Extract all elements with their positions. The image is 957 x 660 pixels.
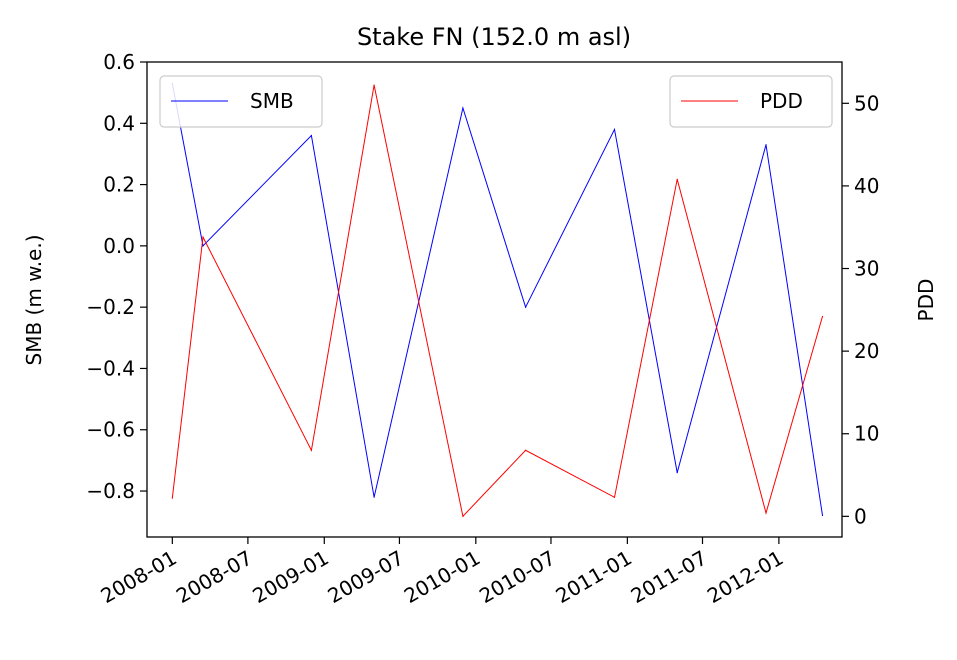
data-point-pdd (310, 449, 313, 451)
data-point-pdd (202, 236, 204, 238)
data-point-pdd (462, 515, 464, 517)
chart-title: Stake FN (152.0 m asl) (357, 23, 631, 51)
legend-pdd: PDD (669, 75, 833, 128)
y2-tick-label: 40 (854, 174, 879, 198)
legend-label-pdd: PDD (760, 89, 803, 113)
y-tick-label: −0.8 (86, 479, 135, 503)
data-point-pdd (765, 512, 767, 514)
y2-tick-label: 10 (854, 422, 879, 446)
legend-smb: SMB (159, 75, 323, 128)
data-point-pdd (373, 84, 375, 86)
data-point-pdd (821, 315, 824, 318)
data-point-pdd (171, 497, 173, 499)
plot-area (171, 82, 824, 518)
y2-tick-label: 0 (854, 504, 867, 528)
legend-box (669, 75, 833, 128)
data-point-pdd (525, 449, 527, 451)
plot-frame (146, 61, 843, 538)
y-axis-left: 0.6 0.4 0.2 0.0 −0.2 −0.4 −0.6 −0.8 (86, 50, 147, 503)
data-point-pdd (613, 496, 616, 498)
y-tick-label: 0.2 (103, 173, 135, 197)
data-point-smb (525, 306, 527, 308)
series-line-smb (171, 83, 823, 516)
legend-box (159, 75, 323, 128)
y-axis-right: 0 10 20 30 40 50 (842, 91, 879, 528)
y2-tick-label: 30 (854, 257, 879, 281)
y-tick-label: −0.6 (86, 418, 135, 442)
y-tick-label: 0.6 (103, 50, 135, 74)
data-point-smb (821, 514, 824, 517)
y-tick-label: 0.4 (103, 111, 135, 135)
data-point-smb (202, 245, 204, 247)
data-point-pdd (676, 178, 678, 180)
y-tick-label: −0.2 (86, 295, 135, 319)
y-tick-label: 0.0 (103, 234, 135, 258)
legend-label-smb: SMB (250, 89, 294, 113)
y-axis-title: SMB (m w.e.) (22, 234, 46, 365)
series-line-pdd (171, 84, 823, 518)
data-point-smb (676, 472, 678, 474)
y2-tick-label: 50 (854, 91, 879, 115)
data-point-smb (613, 128, 616, 131)
y2-tick-label: 20 (854, 339, 879, 363)
y2-axis-title: PDD (914, 279, 938, 322)
data-point-smb (765, 144, 767, 146)
data-point-smb (310, 134, 313, 137)
data-point-smb (373, 496, 375, 498)
data-point-smb (462, 107, 464, 109)
y-tick-label: −0.4 (86, 356, 135, 380)
